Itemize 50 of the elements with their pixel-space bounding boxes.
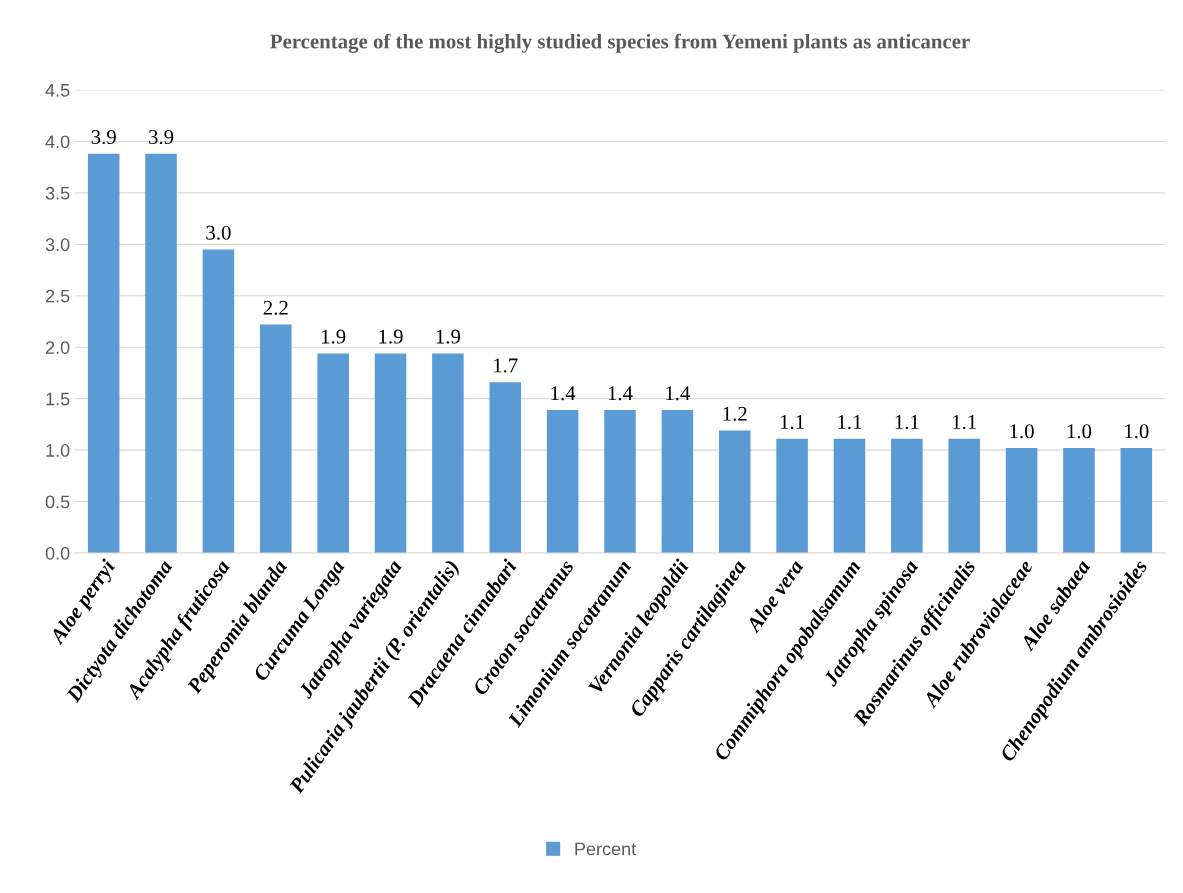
bar xyxy=(489,382,522,553)
bar xyxy=(260,324,292,553)
data-label: 1.0 xyxy=(1067,424,1092,439)
data-label: 1.0 xyxy=(1010,424,1034,439)
chart-title: Percentage of the most highly studied species from Yemeni plants as anticancer xyxy=(270,33,970,53)
bar xyxy=(145,153,177,553)
y-tick-label: 3.0 xyxy=(45,238,70,252)
data-label: 1.1 xyxy=(838,415,862,430)
y-tick-label: 0.5 xyxy=(45,495,70,509)
bar xyxy=(374,353,407,553)
bar xyxy=(202,249,235,553)
bar xyxy=(432,353,464,553)
data-label: 1.4 xyxy=(666,386,691,401)
bar xyxy=(776,438,808,553)
legend-label: Percent xyxy=(575,842,637,856)
data-label: 1.9 xyxy=(436,329,461,344)
data-label: 1.0 xyxy=(1125,424,1149,439)
data-label: 1.4 xyxy=(551,386,576,401)
y-tick-label: 4.5 xyxy=(45,84,70,97)
data-label: 1.4 xyxy=(608,386,633,401)
bar xyxy=(1063,448,1095,553)
bar xyxy=(833,438,866,553)
bar xyxy=(87,153,120,553)
bar xyxy=(1120,448,1153,553)
bar xyxy=(546,409,579,553)
y-tick-label: 1.5 xyxy=(46,392,70,406)
bar xyxy=(718,430,751,553)
y-tick-label: 3.5 xyxy=(45,186,70,200)
data-label: 1.9 xyxy=(379,329,403,344)
data-label: 1.1 xyxy=(780,415,804,430)
data-label: 3.9 xyxy=(149,130,174,145)
bar xyxy=(948,438,980,553)
y-tick-label: 2.5 xyxy=(45,289,70,303)
y-tick-label: 0.0 xyxy=(45,546,70,560)
data-label: 1.7 xyxy=(494,358,518,373)
y-tick-label: 2.0 xyxy=(45,341,70,354)
bar xyxy=(604,409,636,553)
y-tick-label: 4.0 xyxy=(45,135,70,149)
bar xyxy=(317,353,349,553)
y-tick-label: 1.0 xyxy=(46,444,70,457)
bar xyxy=(1005,448,1038,553)
bar xyxy=(661,409,694,553)
data-label: 1.9 xyxy=(321,329,346,344)
data-label: 1.1 xyxy=(953,415,976,430)
data-label: 2.2 xyxy=(263,300,288,315)
bar xyxy=(891,438,923,553)
data-label: 3.0 xyxy=(206,225,231,240)
data-label: 3.9 xyxy=(91,130,116,145)
data-label: 1.1 xyxy=(895,415,919,430)
data-label: 1.2 xyxy=(723,406,747,421)
